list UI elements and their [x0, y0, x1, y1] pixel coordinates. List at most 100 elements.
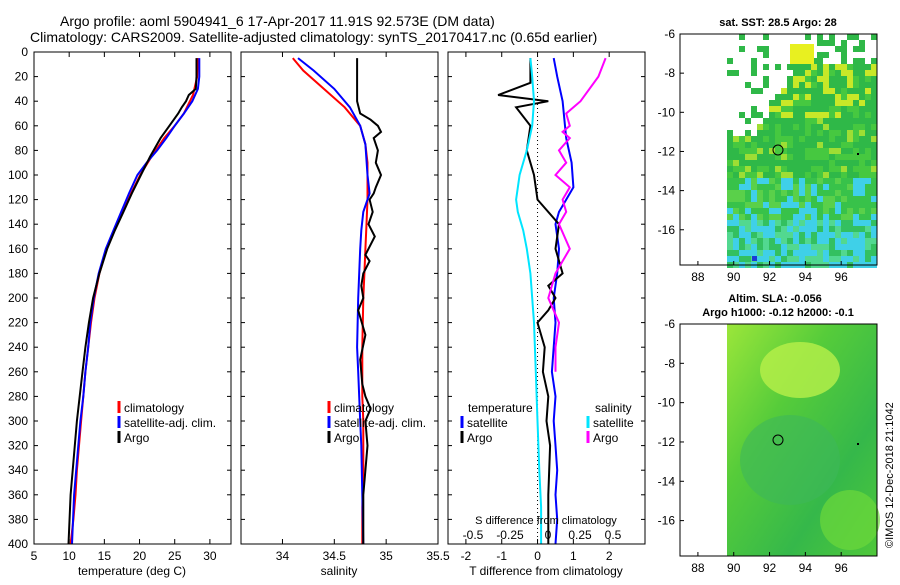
- legend-climatology: climatology: [124, 401, 184, 415]
- series-s-satellite: [515, 58, 543, 544]
- depth-tick-label: 340: [8, 463, 28, 477]
- s-diff-tick-label: 0.5: [605, 528, 622, 542]
- x-tick-label: 15: [98, 549, 112, 563]
- x-tick-label: -2: [461, 549, 472, 563]
- series-argo: [67, 58, 198, 544]
- legend-s-argo: Argo: [593, 431, 619, 445]
- series-argo: [356, 58, 383, 544]
- x-tick-label: 5: [31, 549, 38, 563]
- temperature-xlabel: temperature (deg C): [78, 564, 186, 578]
- x-tick-label: 25: [168, 549, 182, 563]
- legend-t-argo: Argo: [467, 431, 493, 445]
- depth-tick-label: 160: [8, 242, 28, 256]
- legend-s-satellite: satellite: [593, 416, 634, 430]
- lon-tick-label: 92: [763, 561, 777, 575]
- x-tick-label: 2: [606, 549, 613, 563]
- series-climatology: [69, 58, 199, 544]
- depth-tick-label: 0: [21, 45, 28, 59]
- depth-tick-label: 80: [15, 143, 29, 157]
- sst-map-title: sat. SST: 28.5 Argo: 28: [719, 17, 837, 29]
- series-satellite-adj-clim-: [71, 58, 201, 544]
- legend-argo: Argo: [334, 431, 360, 445]
- temperature-panel: 0 20 40 60 80 100 120 140 160 180 200 220 240 260 280 3…: [8, 45, 232, 578]
- lat-tick-label: -16: [658, 514, 676, 528]
- lat-tick-label: -16: [658, 223, 676, 237]
- depth-tick-label: 180: [8, 266, 28, 280]
- title-line1: Argo profile: aoml 5904941_6 17-Apr-2017…: [60, 13, 495, 29]
- depth-tick-label: 100: [8, 168, 28, 182]
- lat-tick-label: -8: [664, 356, 675, 370]
- lat-tick-label: -14: [658, 474, 676, 488]
- difference-legend: temperature satellite Argo salinity sate…: [460, 401, 634, 445]
- difference-xlabel: T difference from climatology: [469, 564, 623, 578]
- depth-tick-label: 140: [8, 217, 28, 231]
- x-tick-label: 35: [379, 549, 393, 563]
- x-tick-label: -1: [496, 549, 507, 563]
- depth-tick-label: 280: [8, 389, 28, 403]
- title-line2: Climatology: CARS2009. Satellite-adjuste…: [30, 29, 597, 45]
- x-tick-label: 10: [62, 549, 76, 563]
- lon-tick-label: 90: [727, 270, 741, 284]
- depth-tick-label: 120: [8, 193, 28, 207]
- depth-tick-label: 400: [8, 537, 28, 551]
- depth-tick-label: 300: [8, 414, 28, 428]
- x-tick-label: 34.5: [323, 549, 347, 563]
- series-t-satellite: [550, 57, 575, 544]
- legend-argo: Argo: [124, 431, 150, 445]
- legend-temperature-title: temperature: [468, 401, 533, 415]
- sst-map: sat. SST: 28.5 Argo: 28 88 90 92 94 96 -6 -8 -1…: [658, 17, 878, 284]
- lat-tick-label: -12: [658, 144, 676, 158]
- legend-climatology: climatology: [334, 401, 394, 415]
- argo-location-marker: [772, 434, 784, 446]
- sla-map-title: Altim. SLA: -0.056: [728, 293, 822, 305]
- legend-salinity-title: salinity: [595, 401, 632, 415]
- lon-tick-label: 92: [763, 270, 777, 284]
- salinity-legend: climatology satellite-adj. clim. Argo: [327, 401, 426, 445]
- depth-tick-label: 260: [8, 365, 28, 379]
- lat-tick-label: -10: [658, 396, 676, 410]
- lon-tick-label: 88: [691, 561, 705, 575]
- x-tick-label: 1: [570, 549, 577, 563]
- lat-tick-label: -6: [664, 27, 675, 41]
- series-climatology: [292, 57, 369, 544]
- lat-tick-label: -8: [664, 66, 675, 80]
- depth-tick-label: 20: [15, 70, 29, 84]
- depth-tick-label: 380: [8, 512, 28, 526]
- lat-tick-label: -10: [658, 105, 676, 119]
- legend-satellite: satellite-adj. clim.: [124, 416, 216, 430]
- s-diff-tick-label: 0.25: [568, 528, 592, 542]
- lon-tick-label: 94: [799, 561, 813, 575]
- temperature-legend: climatology satellite-adj. clim. Argo: [117, 401, 216, 445]
- depth-tick-label: 40: [15, 94, 29, 108]
- x-tick-label: 34: [276, 549, 290, 563]
- depth-tick-label: 200: [8, 291, 28, 305]
- lat-tick-label: -12: [658, 435, 676, 449]
- difference-panel: -2 -1 0 1 2 T difference from climatology S …: [447, 51, 646, 578]
- x-tick-label: 20: [133, 549, 147, 563]
- s-difference-label: S difference from climatology: [475, 515, 617, 527]
- lon-tick-label: 96: [835, 270, 849, 284]
- s-diff-tick-label: 0: [545, 528, 552, 542]
- series-satellite-adj-clim-: [297, 57, 371, 544]
- legend-t-satellite: satellite: [467, 416, 508, 430]
- series-t-argo: [497, 58, 564, 544]
- lon-tick-label: 88: [691, 270, 705, 284]
- depth-tick-labels: 0 20 40 60 80 100 120 140 160 180 200 220 240 260 280 3…: [8, 45, 28, 551]
- series-s-argo: [547, 57, 607, 372]
- salinity-panel: 34 34.5 35 35.5 salinity climatology satell…: [240, 51, 450, 578]
- s-diff-tick-label: -0.25: [496, 528, 524, 542]
- depth-tick-label: 240: [8, 340, 28, 354]
- depth-tick-label: 360: [8, 488, 28, 502]
- lat-tick-label: -14: [658, 184, 676, 198]
- sla-map-subtitle: Argo h1000: -0.12 h2000: -0.1: [702, 307, 854, 319]
- sla-map: Altim. SLA: -0.056 Argo h1000: -0.12 h20…: [658, 293, 880, 575]
- lon-tick-label: 94: [799, 270, 813, 284]
- depth-tick-label: 320: [8, 439, 28, 453]
- lon-tick-label: 96: [835, 561, 849, 575]
- argo-location-marker: [772, 144, 784, 156]
- lat-tick-label: -6: [664, 317, 675, 331]
- depth-tick-label: 60: [15, 119, 29, 133]
- legend-satellite: satellite-adj. clim.: [334, 416, 426, 430]
- x-tick-label: 35.5: [426, 549, 450, 563]
